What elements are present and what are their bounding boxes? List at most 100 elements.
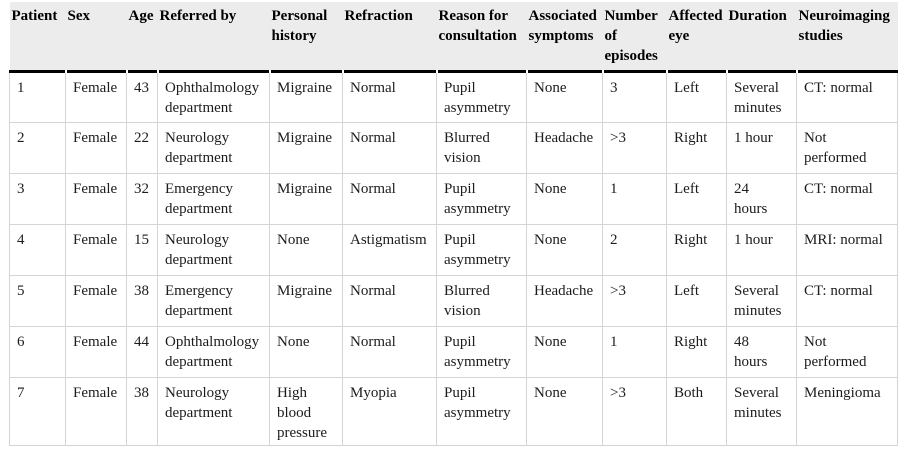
cell-age: 38 xyxy=(126,377,158,446)
cell-refraction: Normal xyxy=(342,326,437,378)
cell-sex: Female xyxy=(65,326,127,378)
cell-reason: Pupil asymmetry xyxy=(436,173,527,225)
cell-episodes: >3 xyxy=(602,122,667,174)
cell-duration: 48 hours xyxy=(726,326,797,378)
cell-eye: Right xyxy=(666,224,727,276)
cell-duration: 1 hour xyxy=(726,122,797,174)
column-header-referred-by: Referred by xyxy=(157,2,271,73)
cell-symptoms: None xyxy=(526,224,603,276)
cell-eye: Right xyxy=(666,122,727,174)
column-header-refraction: Refraction xyxy=(342,2,438,73)
cell-personal-history: None xyxy=(269,326,343,378)
cell-personal-history: None xyxy=(269,224,343,276)
cell-referred-by: Emergency department xyxy=(157,173,270,225)
cell-eye: Left xyxy=(666,173,727,225)
cell-referred-by: Neurology department xyxy=(157,122,270,174)
cell-symptoms: Headache xyxy=(526,275,603,327)
column-header-age: Age xyxy=(126,2,159,73)
cell-patient: 5 xyxy=(9,275,66,327)
cell-age: 32 xyxy=(126,173,158,225)
cell-eye: Left xyxy=(666,71,727,123)
cell-symptoms: None xyxy=(526,173,603,225)
table-row-patient-5: 5 Female 38 Emergency department Migrain… xyxy=(9,275,898,327)
column-header-personal-history: Personal history xyxy=(269,2,344,73)
cell-reason: Blurred vision xyxy=(436,275,527,327)
cell-reason: Blurred vision xyxy=(436,122,527,174)
cell-sex: Female xyxy=(65,122,127,174)
cell-patient: 6 xyxy=(9,326,66,378)
cell-patient: 3 xyxy=(9,173,66,225)
cell-age: 22 xyxy=(126,122,158,174)
cell-sex: Female xyxy=(65,275,127,327)
cell-eye: Left xyxy=(666,275,727,327)
table-row-patient-1: 1 Female 43 Ophthalmology department Mig… xyxy=(9,71,898,123)
cell-personal-history: High blood pressure xyxy=(269,377,343,446)
cell-episodes: 1 xyxy=(602,326,667,378)
table-row-patient-6: 6 Female 44 Ophthalmology department Non… xyxy=(9,326,898,378)
cell-episodes: 1 xyxy=(602,173,667,225)
cell-symptoms: None xyxy=(526,71,603,123)
cell-episodes: >3 xyxy=(602,377,667,446)
cell-eye: Both xyxy=(666,377,727,446)
cell-patient: 4 xyxy=(9,224,66,276)
table-header-row: Patient Sex Age Referred by Personal his… xyxy=(9,2,898,73)
cell-refraction: Normal xyxy=(342,173,437,225)
cell-duration: Several minutes xyxy=(726,275,797,327)
column-header-number-of-episodes: Number of episodes xyxy=(602,2,668,73)
cell-patient: 7 xyxy=(9,377,66,446)
cell-age: 38 xyxy=(126,275,158,327)
cell-symptoms: None xyxy=(526,377,603,446)
cell-reason: Pupil asymmetry xyxy=(436,377,527,446)
cell-referred-by: Neurology department xyxy=(157,224,270,276)
cell-neuroimaging: Not performed xyxy=(796,326,898,378)
cell-neuroimaging: CT: normal xyxy=(796,71,898,123)
table-row-patient-7: 7 Female 38 Neurology department High bl… xyxy=(9,377,898,446)
cell-symptoms: None xyxy=(526,326,603,378)
cell-duration: 24 hours xyxy=(726,173,797,225)
column-header-reason-for-consultation: Reason for consultation xyxy=(436,2,528,73)
cell-referred-by: Ophthalmology department xyxy=(157,71,270,123)
cell-neuroimaging: CT: normal xyxy=(796,275,898,327)
column-header-patient: Patient xyxy=(9,2,67,73)
cell-neuroimaging: CT: normal xyxy=(796,173,898,225)
table-row-patient-2: 2 Female 22 Neurology department Migrain… xyxy=(9,122,898,174)
cell-refraction: Normal xyxy=(342,71,437,123)
cell-referred-by: Ophthalmology department xyxy=(157,326,270,378)
cell-refraction: Astigmatism xyxy=(342,224,437,276)
table-row-patient-4: 4 Female 15 Neurology department None As… xyxy=(9,224,898,276)
cell-sex: Female xyxy=(65,224,127,276)
cell-neuroimaging: Meningioma xyxy=(796,377,898,446)
column-header-associated-symptoms: Associated symptoms xyxy=(526,2,604,73)
cell-age: 43 xyxy=(126,71,158,123)
cell-reason: Pupil asymmetry xyxy=(436,224,527,276)
cell-refraction: Myopia xyxy=(342,377,437,446)
cell-personal-history: Migraine xyxy=(269,173,343,225)
table-row-patient-3: 3 Female 32 Emergency department Migrain… xyxy=(9,173,898,225)
cell-reason: Pupil asymmetry xyxy=(436,326,527,378)
cell-sex: Female xyxy=(65,71,127,123)
cell-sex: Female xyxy=(65,173,127,225)
cell-episodes: 2 xyxy=(602,224,667,276)
cell-episodes: >3 xyxy=(602,275,667,327)
column-header-neuroimaging-studies: Neuroimaging studies xyxy=(796,2,898,73)
cell-reason: Pupil asymmetry xyxy=(436,71,527,123)
cell-episodes: 3 xyxy=(602,71,667,123)
cell-personal-history: Migraine xyxy=(269,122,343,174)
cell-age: 15 xyxy=(126,224,158,276)
cell-eye: Right xyxy=(666,326,727,378)
column-header-sex: Sex xyxy=(65,2,128,73)
cell-referred-by: Neurology department xyxy=(157,377,270,446)
cell-neuroimaging: MRI: normal xyxy=(796,224,898,276)
cell-personal-history: Migraine xyxy=(269,275,343,327)
cell-symptoms: Headache xyxy=(526,122,603,174)
cell-refraction: Normal xyxy=(342,122,437,174)
cell-patient: 2 xyxy=(9,122,66,174)
column-header-affected-eye: Affected eye xyxy=(666,2,728,73)
column-header-duration: Duration xyxy=(726,2,798,73)
cell-refraction: Normal xyxy=(342,275,437,327)
cell-sex: Female xyxy=(65,377,127,446)
cell-age: 44 xyxy=(126,326,158,378)
cell-referred-by: Emergency department xyxy=(157,275,270,327)
cell-duration: Several minutes xyxy=(726,71,797,123)
cell-duration: 1 hour xyxy=(726,224,797,276)
